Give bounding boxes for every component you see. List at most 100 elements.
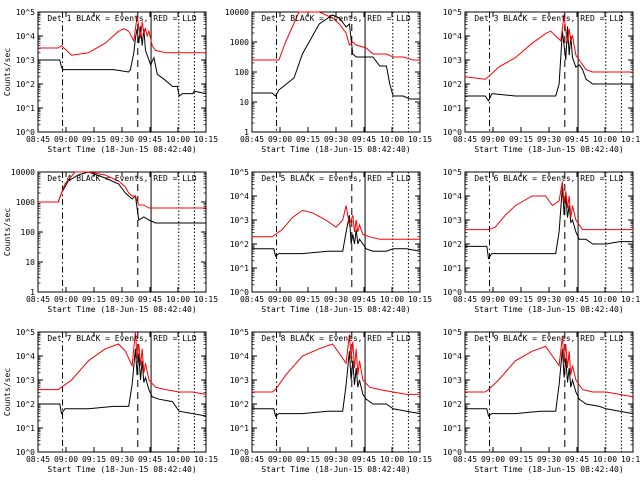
y-tick-label: 1000 xyxy=(230,38,249,47)
x-tick-label: 09:00 xyxy=(481,135,505,144)
detector-panel-6: 10^0 10^1 10^2 10^3 10^4 10^5 08:45 09:00 09:15 0… xyxy=(443,168,640,314)
x-axis-label: Start Time (18-Jun-15 08:42:40) xyxy=(261,465,410,474)
x-axis-label: Start Time (18-Jun-15 08:42:40) xyxy=(474,145,623,154)
series-events xyxy=(465,26,633,102)
x-tick-label: 08:45 xyxy=(240,295,264,304)
detector-panel-2: 1 10 100 1000 10000 08:45 09:00 09:15 09:30 09:45… xyxy=(225,8,432,154)
detector-panel-7: 10^0 10^1 10^2 10^3 10^4 10^5 08:45 09:00 09:15 0… xyxy=(3,328,218,474)
y-tick-label: 10^3 xyxy=(443,56,462,65)
detector-panel-4: 1 10 100 1000 10000 08:45 09:00 09:15 09:30 09:45… xyxy=(3,168,218,314)
x-tick-label: 10:00 xyxy=(380,455,404,464)
series-events xyxy=(252,14,420,100)
series-lld xyxy=(252,205,420,240)
y-tick-label: 1 xyxy=(30,288,35,297)
x-tick-label: 09:00 xyxy=(54,135,78,144)
x-tick-label: 09:30 xyxy=(324,455,348,464)
x-tick-label: 10:00 xyxy=(593,135,617,144)
plot-frame xyxy=(251,171,421,293)
x-tick-label: 09:00 xyxy=(54,295,78,304)
x-tick-label: 10:15 xyxy=(408,455,432,464)
panel-title: Det 8 BLACK = Events, RED = LLD xyxy=(261,334,410,343)
y-tick-label: 10^0 xyxy=(16,128,35,137)
y-tick-label: 10^4 xyxy=(443,192,462,201)
detector-panel-8: 10^0 10^1 10^2 10^3 10^4 10^5 08:45 09:00 09:15 0… xyxy=(230,328,432,474)
y-tick-label: 10^5 xyxy=(443,328,462,337)
x-tick-label: 10:15 xyxy=(621,295,640,304)
y-tick-label: 10 xyxy=(25,258,35,267)
series-lld xyxy=(465,336,634,398)
x-axis-label: Start Time (18-Jun-15 08:42:40) xyxy=(47,145,196,154)
x-tick-label: 10:00 xyxy=(593,295,617,304)
x-tick-label: 09:00 xyxy=(481,295,505,304)
x-tick-label: 09:15 xyxy=(296,135,320,144)
y-tick-label: 10^5 xyxy=(16,328,35,337)
x-tick-label: 09:45 xyxy=(138,455,162,464)
y-tick-label: 10^0 xyxy=(230,448,249,457)
y-tick-label: 100 xyxy=(235,68,250,77)
x-tick-label: 10:15 xyxy=(408,135,432,144)
x-tick-label: 09:00 xyxy=(268,455,292,464)
y-tick-label: 10^3 xyxy=(443,376,462,385)
y-tick-label: 10^1 xyxy=(443,104,462,113)
y-tick-label: 10^3 xyxy=(443,216,462,225)
panel-title: Det 4 BLACK = Events, RED = LLD xyxy=(47,174,196,183)
detector-panel-3: 10^0 10^1 10^2 10^3 10^4 10^5 08:45 09:00 09:15 0… xyxy=(443,8,640,154)
x-tick-label: 09:15 xyxy=(296,455,320,464)
x-tick-label: 08:45 xyxy=(240,135,264,144)
x-tick-label: 09:45 xyxy=(352,295,376,304)
x-tick-label: 09:45 xyxy=(352,455,376,464)
x-axis-label: Start Time (18-Jun-15 08:42:40) xyxy=(261,145,410,154)
x-tick-label: 09:15 xyxy=(296,295,320,304)
panel-title: Det 1 BLACK = Events, RED = LLD xyxy=(47,14,196,23)
y-tick-label: 10^2 xyxy=(230,400,249,409)
panel-title: Det 6 BLACK = Events, RED = LLD xyxy=(474,174,623,183)
y-tick-label: 10^2 xyxy=(16,80,35,89)
y-tick-label: 10^0 xyxy=(16,448,35,457)
x-tick-label: 09:15 xyxy=(82,295,106,304)
y-tick-label: 1000 xyxy=(16,198,35,207)
series-lld xyxy=(38,16,206,56)
x-tick-label: 09:30 xyxy=(537,135,561,144)
plot-frame xyxy=(251,11,421,133)
y-tick-label: 10^4 xyxy=(443,32,462,41)
series-lld xyxy=(252,334,420,395)
x-tick-label: 10:15 xyxy=(194,295,218,304)
series-events xyxy=(465,186,633,260)
series-events xyxy=(465,348,634,417)
y-tick-label: 10^3 xyxy=(16,56,35,65)
series-lld xyxy=(252,11,420,61)
y-tick-label: 10 xyxy=(239,98,249,107)
y-tick-label: 10^4 xyxy=(16,352,35,361)
series-events xyxy=(38,26,207,97)
panel-title: Det 2 BLACK = Events, RED = LLD xyxy=(261,14,410,23)
y-tick-label: 10000 xyxy=(11,168,35,177)
y-tick-label: 10000 xyxy=(225,8,249,17)
y-tick-label: 100 xyxy=(21,228,36,237)
y-tick-label: 1 xyxy=(244,128,249,137)
y-tick-label: 10^3 xyxy=(16,376,35,385)
x-tick-label: 09:30 xyxy=(324,135,348,144)
x-tick-label: 08:45 xyxy=(453,455,477,464)
x-tick-label: 10:00 xyxy=(166,135,190,144)
x-tick-label: 10:00 xyxy=(380,135,404,144)
series-lld xyxy=(38,171,206,209)
x-tick-label: 09:45 xyxy=(138,295,162,304)
x-tick-label: 10:15 xyxy=(408,295,432,304)
y-tick-label: 10^2 xyxy=(16,400,35,409)
x-tick-label: 08:45 xyxy=(26,295,50,304)
x-tick-label: 08:45 xyxy=(26,455,50,464)
x-axis-label: Start Time (18-Jun-15 08:42:40) xyxy=(474,305,623,314)
y-tick-label: 10^2 xyxy=(443,240,462,249)
y-tick-label: 10^0 xyxy=(443,448,462,457)
y-axis-label: Counts/sec xyxy=(3,48,12,96)
x-axis-label: Start Time (18-Jun-15 08:42:40) xyxy=(474,465,623,474)
x-tick-label: 10:00 xyxy=(593,455,617,464)
series-events xyxy=(252,215,421,257)
x-tick-label: 08:45 xyxy=(453,135,477,144)
x-tick-label: 09:45 xyxy=(138,135,162,144)
x-tick-label: 09:45 xyxy=(352,135,376,144)
x-tick-label: 10:00 xyxy=(166,295,190,304)
x-tick-label: 09:15 xyxy=(509,135,533,144)
x-tick-label: 09:30 xyxy=(537,295,561,304)
